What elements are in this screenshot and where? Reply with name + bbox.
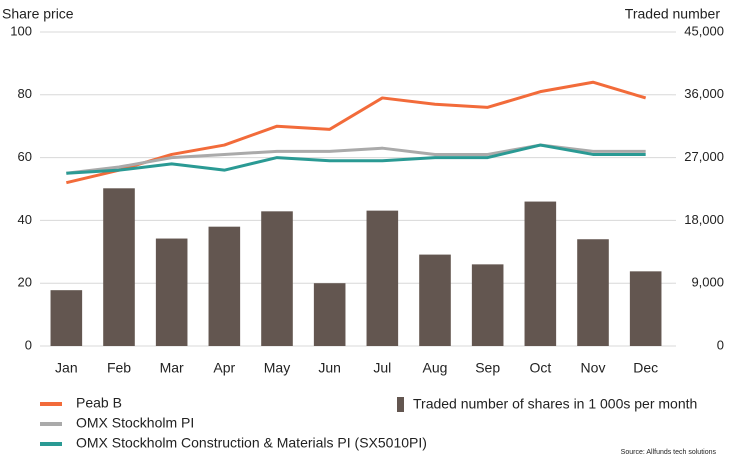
bar <box>366 210 399 346</box>
y2-tick-label: 27,000 <box>684 149 724 164</box>
x-tick-label: Jul <box>373 360 391 376</box>
y-tick-label: 100 <box>10 23 32 38</box>
x-tick-label: May <box>264 360 290 376</box>
y-tick-label: 40 <box>18 212 32 227</box>
legend-label: OMX Stockholm PI <box>76 415 194 431</box>
legend-label: Traded number of shares in 1 000s per mo… <box>413 396 697 412</box>
bar <box>155 238 188 346</box>
y-tick-label: 80 <box>18 86 32 101</box>
bar <box>261 211 293 346</box>
y2-tick-label: 36,000 <box>684 86 724 101</box>
y2-tick-label: 18,000 <box>684 212 724 227</box>
source-note: Source: Allfunds tech solutions <box>621 449 717 456</box>
x-tick-label: Aug <box>423 360 448 376</box>
bar <box>103 188 135 346</box>
bar <box>313 283 346 346</box>
line <box>66 143 646 175</box>
legend-swatch <box>397 397 404 412</box>
bar <box>471 264 504 346</box>
x-tick-label: Jun <box>318 360 341 376</box>
y2-axis-title: Traded number <box>625 6 721 22</box>
x-tick-label: Mar <box>160 360 184 376</box>
y2-tick-label: 45,000 <box>684 23 724 38</box>
bar <box>50 290 83 346</box>
bar <box>524 201 557 346</box>
x-tick-label: Nov <box>581 360 606 376</box>
y-tick-label: 0 <box>25 337 32 352</box>
y-axis-title: Share price <box>2 6 74 22</box>
y2-tick-label: 0 <box>717 337 724 352</box>
x-tick-label: Apr <box>213 360 235 376</box>
legend-label: OMX Stockholm Construction & Materials P… <box>76 435 427 451</box>
y-tick-label: 20 <box>18 275 32 290</box>
y-tick-label: 60 <box>18 149 32 164</box>
bar <box>208 226 241 346</box>
bar <box>577 239 609 346</box>
legend-label: Peab B <box>76 395 122 411</box>
x-tick-label: Dec <box>633 360 658 376</box>
x-tick-label: Sep <box>475 360 500 376</box>
y2-tick-label: 9,000 <box>691 275 724 290</box>
bar <box>419 254 451 346</box>
bar <box>629 271 662 346</box>
x-tick-label: Jan <box>55 360 78 376</box>
line <box>65 80 647 185</box>
x-tick-label: Oct <box>529 360 551 376</box>
x-tick-label: Feb <box>107 360 131 376</box>
